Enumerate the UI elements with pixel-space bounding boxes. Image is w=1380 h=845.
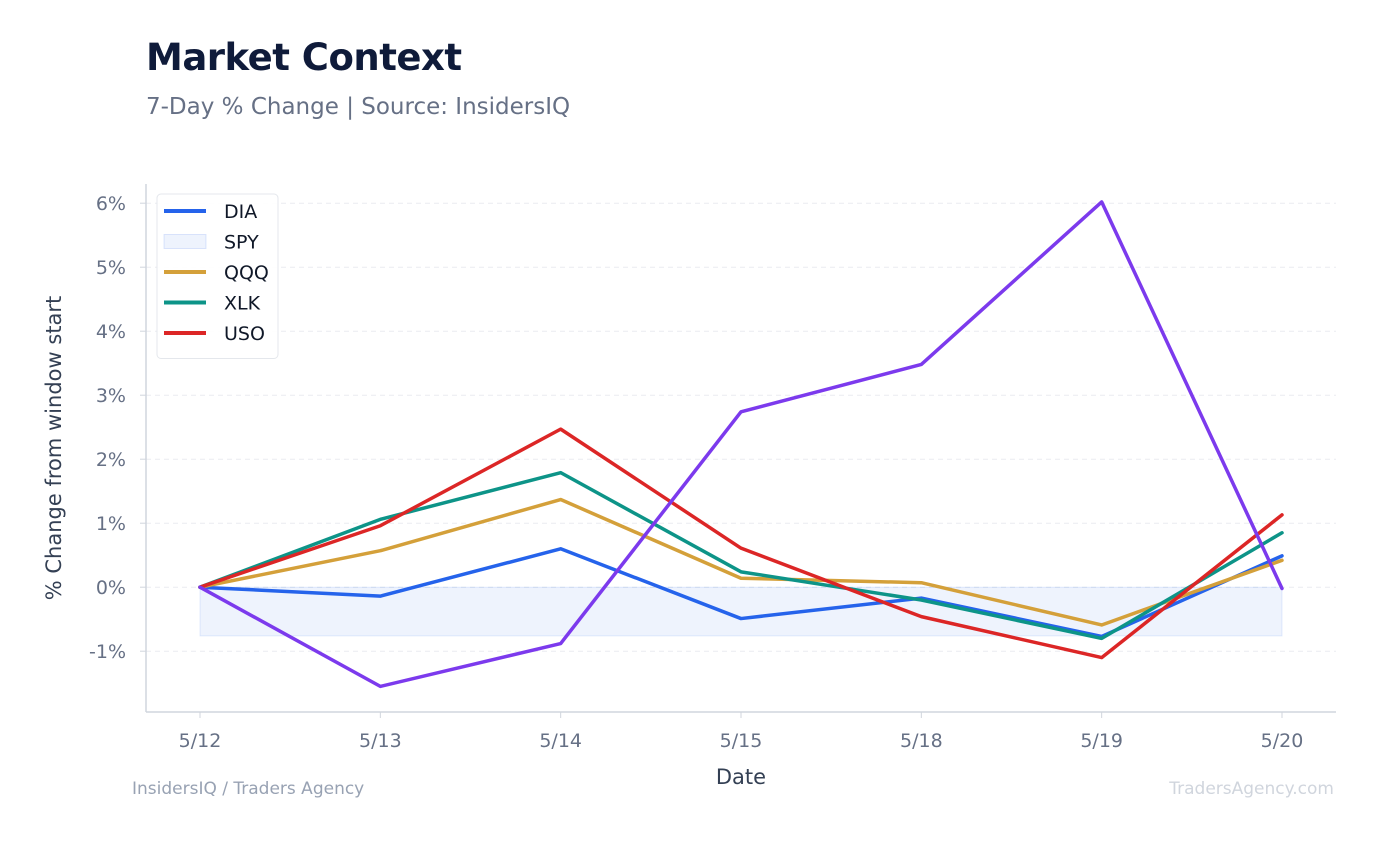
legend-label: QQQ [224,262,269,284]
x-tick-label: 5/18 [900,730,943,752]
legend-label: XLK [224,293,261,315]
y-tick-label: 6% [96,193,126,215]
y-tick-label: 4% [96,321,126,343]
y-axis-title: % Change from window start [42,296,66,601]
x-tick-label: 5/19 [1080,730,1123,752]
line-layer [198,200,1284,689]
x-tick-label: 5/20 [1261,730,1304,752]
grid-layer [146,202,1336,652]
chart-subtitle: 7-Day % Change | Source: InsidersIQ [146,94,571,120]
x-tick-label: 5/13 [359,730,402,752]
y-tick-label: 3% [96,385,126,407]
x-axis-title: Date [716,765,766,789]
y-tick-label: 2% [96,449,126,471]
x-tick-label: 5/15 [720,730,763,752]
y-tick-label: 0% [96,577,126,599]
legend-label: SPY [224,232,259,254]
series-line-uso [198,427,1284,660]
y-tick-label: 1% [96,513,126,535]
legend-label: USO [224,323,265,345]
chart-title: Market Context [146,36,462,79]
legend-box [156,193,279,359]
footer-watermark: TradersAgency.com [1169,779,1334,799]
y-tick-label: 5% [96,257,126,279]
series-line-xlk [198,470,1284,641]
series-line-unlabeled-5 [198,200,1284,689]
x-tick-label: 5/14 [539,730,582,752]
axes-layer: -1% 0% 1% 2% 3% 4% 5% 6% 5/12 5/13 5/14 5/15 5/18 5/1… [42,184,1336,789]
y-tick-label: -1% [89,641,126,663]
legend-label: DIA [224,201,257,223]
legend: DIA SPY QQQ XLK USO [156,193,279,359]
series-line-qqq [198,497,1284,627]
legend-swatch [163,234,207,249]
footer-credit: InsidersIQ / Traders Agency [132,779,365,799]
x-tick-label: 5/12 [179,730,222,752]
